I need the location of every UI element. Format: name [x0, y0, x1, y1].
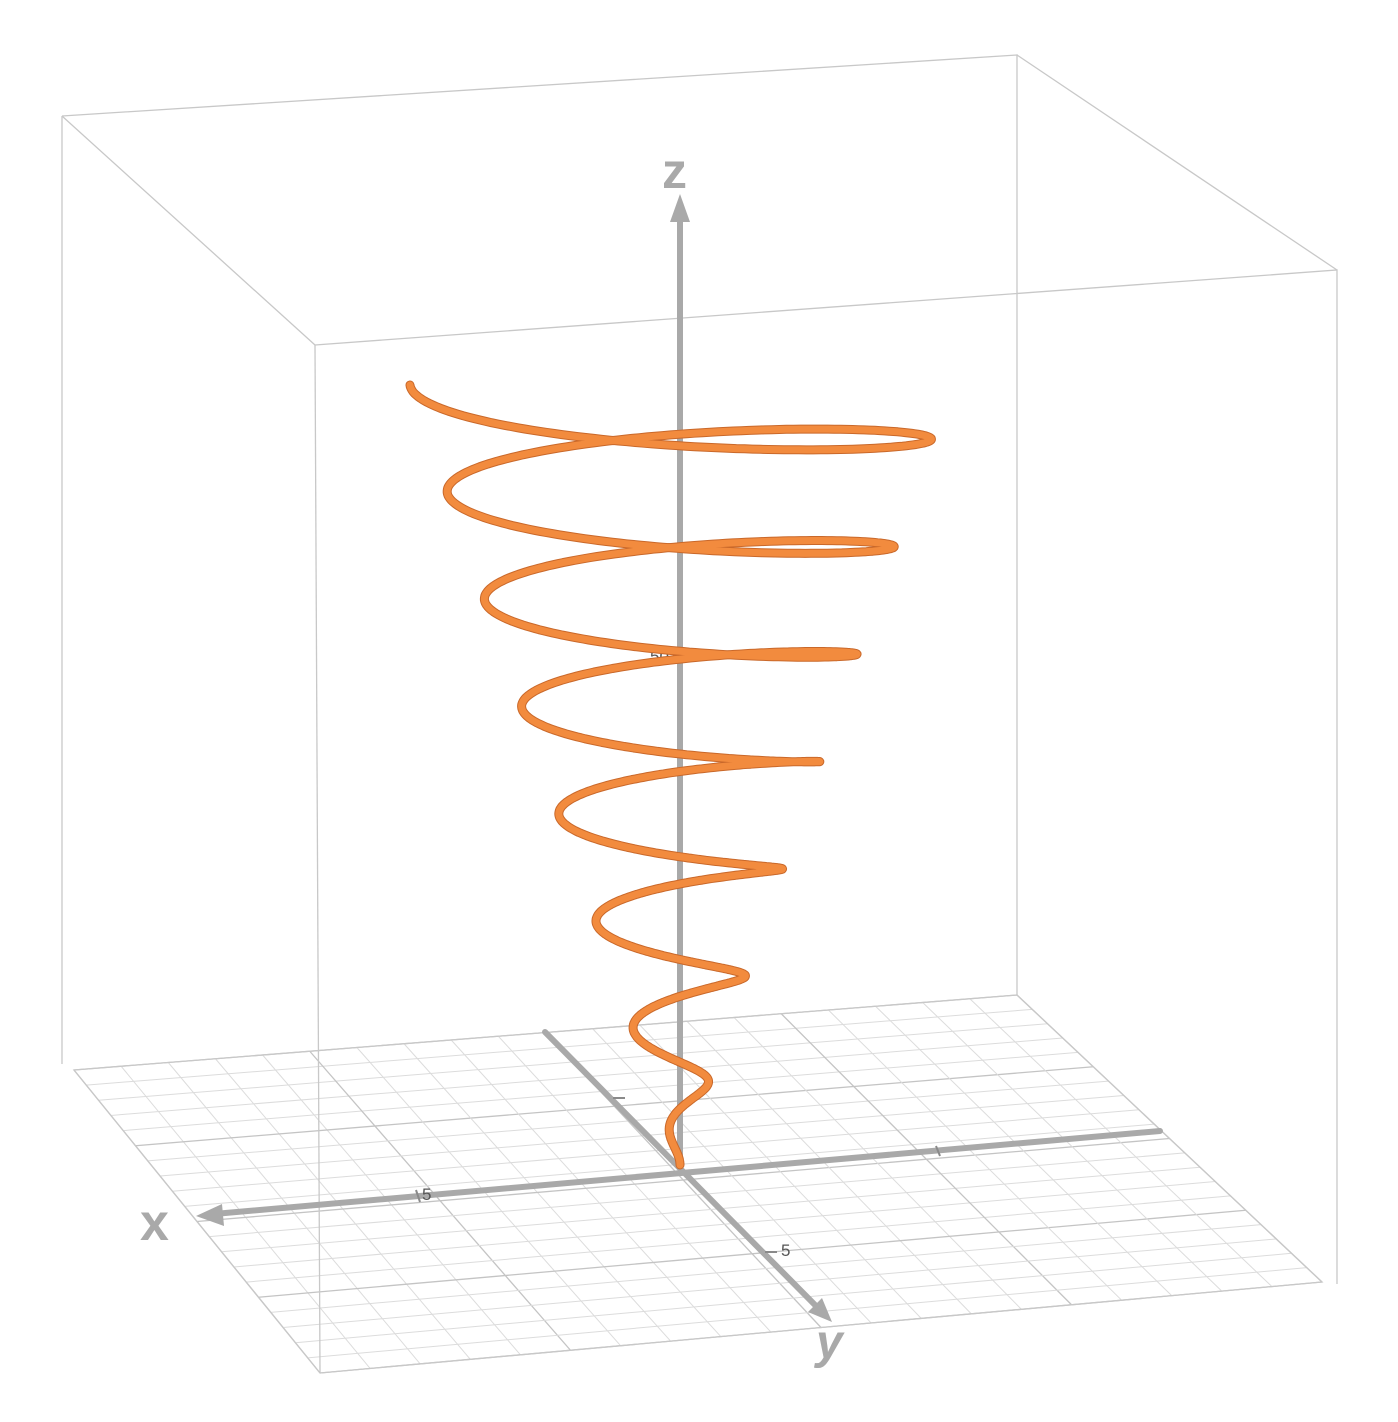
- floor-grid-line: [258, 1209, 1246, 1298]
- floor-grid-line: [592, 1028, 872, 1324]
- z-axis-label: z: [662, 143, 687, 199]
- conical-helix-curve[interactable]: [405, 380, 936, 1170]
- floor-grid-line: [780, 1013, 1072, 1306]
- floor-grid-line: [196, 1137, 1170, 1223]
- floor-grid-line: [307, 1267, 1307, 1359]
- x-axis-line: [211, 1128, 1163, 1217]
- floor-grid-line: [639, 1024, 922, 1319]
- floor-grid-line: [922, 1002, 1223, 1292]
- x-tick-label: 5: [422, 1185, 431, 1204]
- floor-grid-line: [270, 1224, 1262, 1313]
- bounding-box-back: [61, 54, 1338, 1064]
- x-axis-arrow: [196, 1204, 224, 1226]
- floor-grid-line: [733, 1017, 1022, 1310]
- floor-grid-line: [969, 998, 1273, 1287]
- helix-curve[interactable]: [406, 381, 935, 1169]
- x-axis-label: x: [140, 1194, 169, 1252]
- floor-grid-line: [233, 1181, 1216, 1268]
- y-tick-label: 5: [781, 1241, 790, 1260]
- floor-grid-line: [221, 1166, 1201, 1253]
- floor-grid-line: [828, 1009, 1122, 1301]
- bounding-box-front: [72, 269, 1338, 1374]
- z-axis-arrow: [670, 194, 690, 222]
- floor-grid-line: [295, 1252, 1292, 1344]
- axes: [196, 194, 1163, 1322]
- floor-grid-line: [209, 1152, 1185, 1238]
- floor-grid-line: [283, 1238, 1277, 1329]
- floor-grid-line: [875, 1005, 1173, 1297]
- x-tick-mark: [415, 1189, 421, 1203]
- floor-grid-line: [246, 1195, 1231, 1283]
- floor-grid-line: [686, 1020, 972, 1315]
- y-axis-label: y: [814, 1316, 845, 1369]
- x-tick-mark-far: [935, 1145, 941, 1157]
- y-axis-arrow: [808, 1298, 832, 1322]
